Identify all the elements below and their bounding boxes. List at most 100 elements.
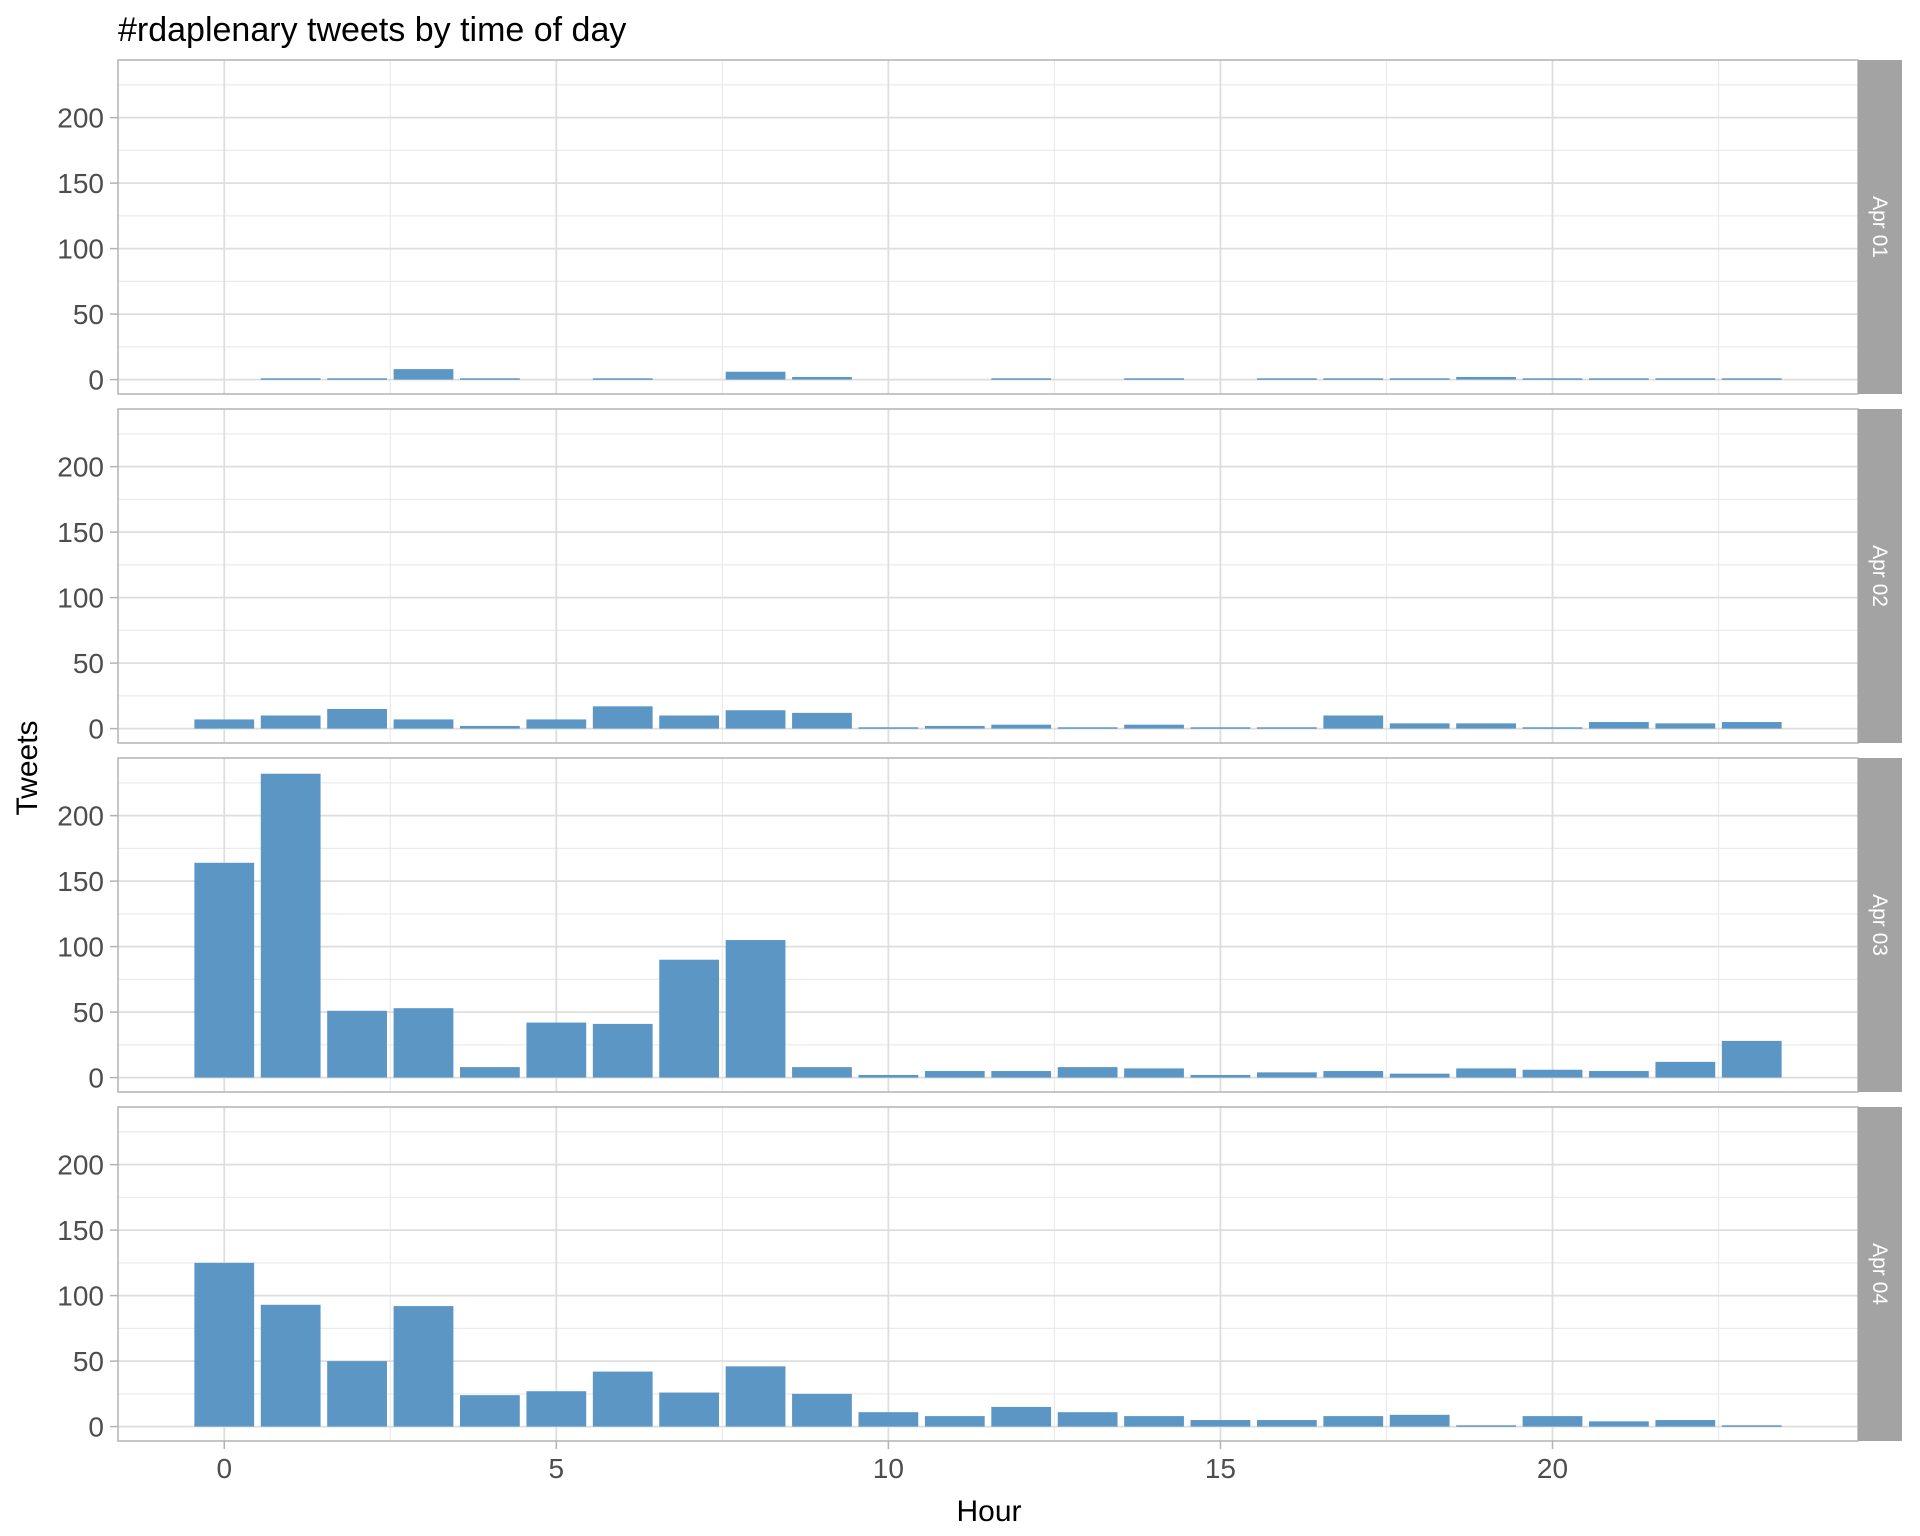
facet-label: Apr 01: [1868, 196, 1891, 258]
panel-background: [118, 60, 1858, 394]
y-tick-label: 200: [57, 452, 104, 483]
bar: [792, 712, 852, 729]
bar: [1057, 727, 1118, 729]
bar: [1456, 1068, 1516, 1078]
bar: [1589, 1071, 1649, 1078]
x-axis-title: Hour: [956, 1495, 1021, 1528]
y-tick-label: 50: [73, 299, 104, 330]
bar: [460, 725, 520, 729]
bar: [1323, 715, 1384, 729]
bar: [1456, 1425, 1516, 1427]
bar: [526, 1022, 587, 1078]
y-tick-label: 50: [73, 1346, 104, 1377]
y-tick-label: 200: [57, 103, 104, 134]
facet-strip: [1858, 1107, 1902, 1441]
facet-strip: [1858, 758, 1902, 1092]
facet-strip: [1858, 60, 1902, 394]
bar: [991, 724, 1052, 729]
bar: [592, 706, 653, 729]
x-axis: 0 5 10 15 20: [216, 1441, 1568, 1484]
bar: [924, 725, 985, 729]
bar: [1655, 378, 1716, 380]
y-tick-label: 200: [57, 1150, 104, 1181]
bar: [858, 1074, 919, 1078]
bar: [1256, 378, 1317, 380]
y-tick-label: 100: [57, 932, 104, 963]
facet-strip: [1858, 409, 1902, 743]
bar: [1655, 1420, 1716, 1427]
bar: [1456, 723, 1516, 729]
y-tick-label: 50: [73, 997, 104, 1028]
y-tick-label: 200: [57, 801, 104, 832]
bar: [1389, 378, 1450, 380]
panel-background: [118, 409, 1858, 743]
bar: [924, 1416, 985, 1427]
bar: [1522, 1416, 1583, 1427]
facet-panel: 0 50 100 150 200 Apr 01: [57, 59, 1902, 396]
x-tick-label: 10: [873, 1453, 904, 1484]
bar: [1389, 1073, 1450, 1078]
facet-panel: 0 50 100 150 200 Apr 03: [57, 757, 1902, 1094]
bar: [526, 719, 587, 729]
bar: [725, 371, 786, 380]
bar: [1124, 724, 1184, 729]
bar: [327, 378, 387, 380]
bar: [1256, 1420, 1317, 1427]
bar: [659, 959, 720, 1078]
y-tick-label: 0: [88, 365, 104, 396]
bar: [260, 378, 321, 380]
y-tick-label: 100: [57, 1281, 104, 1312]
bar: [1323, 1416, 1384, 1427]
bar: [1589, 378, 1649, 380]
bar: [659, 715, 720, 729]
x-tick-label: 5: [549, 1453, 565, 1484]
bar: [725, 940, 786, 1078]
bar: [858, 727, 919, 729]
bar: [460, 1395, 520, 1427]
bar: [991, 378, 1052, 380]
y-tick-label: 0: [88, 1412, 104, 1443]
y-tick-label: 0: [88, 1063, 104, 1094]
bar: [194, 862, 255, 1078]
bar: [1124, 1416, 1184, 1427]
bar: [393, 719, 454, 729]
bar: [1190, 1420, 1251, 1427]
y-tick-label: 150: [57, 168, 104, 199]
bar: [1323, 1071, 1384, 1078]
bar: [526, 1391, 587, 1427]
bar: [1190, 727, 1251, 729]
bar: [1721, 722, 1782, 729]
bar: [1721, 1040, 1782, 1078]
facet-label: Apr 03: [1868, 894, 1891, 956]
bar: [460, 1067, 520, 1078]
bar: [725, 710, 786, 729]
bar: [991, 1071, 1052, 1078]
bar: [1589, 722, 1649, 729]
bar: [393, 1306, 454, 1427]
bar: [725, 1366, 786, 1427]
x-tick-label: 20: [1537, 1453, 1568, 1484]
bar: [1323, 378, 1384, 380]
bar: [1589, 1421, 1649, 1427]
bar: [1190, 1074, 1251, 1078]
y-tick-label: 150: [57, 1215, 104, 1246]
bar: [393, 1008, 454, 1078]
bar: [1522, 378, 1583, 380]
bar: [1124, 1068, 1184, 1078]
facet-panel: 0 50 100 150 200 Apr 02: [57, 408, 1902, 745]
bar: [592, 1371, 653, 1427]
facet-label: Apr 02: [1868, 545, 1891, 607]
facet-panel: 0 50 100 150 200 Apr 04: [57, 1106, 1902, 1443]
bar: [792, 1067, 852, 1078]
bar: [858, 1412, 919, 1427]
bar: [1721, 1425, 1782, 1427]
bar: [1721, 378, 1782, 380]
bar: [592, 378, 653, 380]
bar: [460, 378, 520, 380]
bar: [327, 708, 387, 729]
bar: [1522, 727, 1583, 729]
bar: [1057, 1067, 1118, 1078]
bar: [260, 1304, 321, 1427]
bar: [260, 715, 321, 729]
